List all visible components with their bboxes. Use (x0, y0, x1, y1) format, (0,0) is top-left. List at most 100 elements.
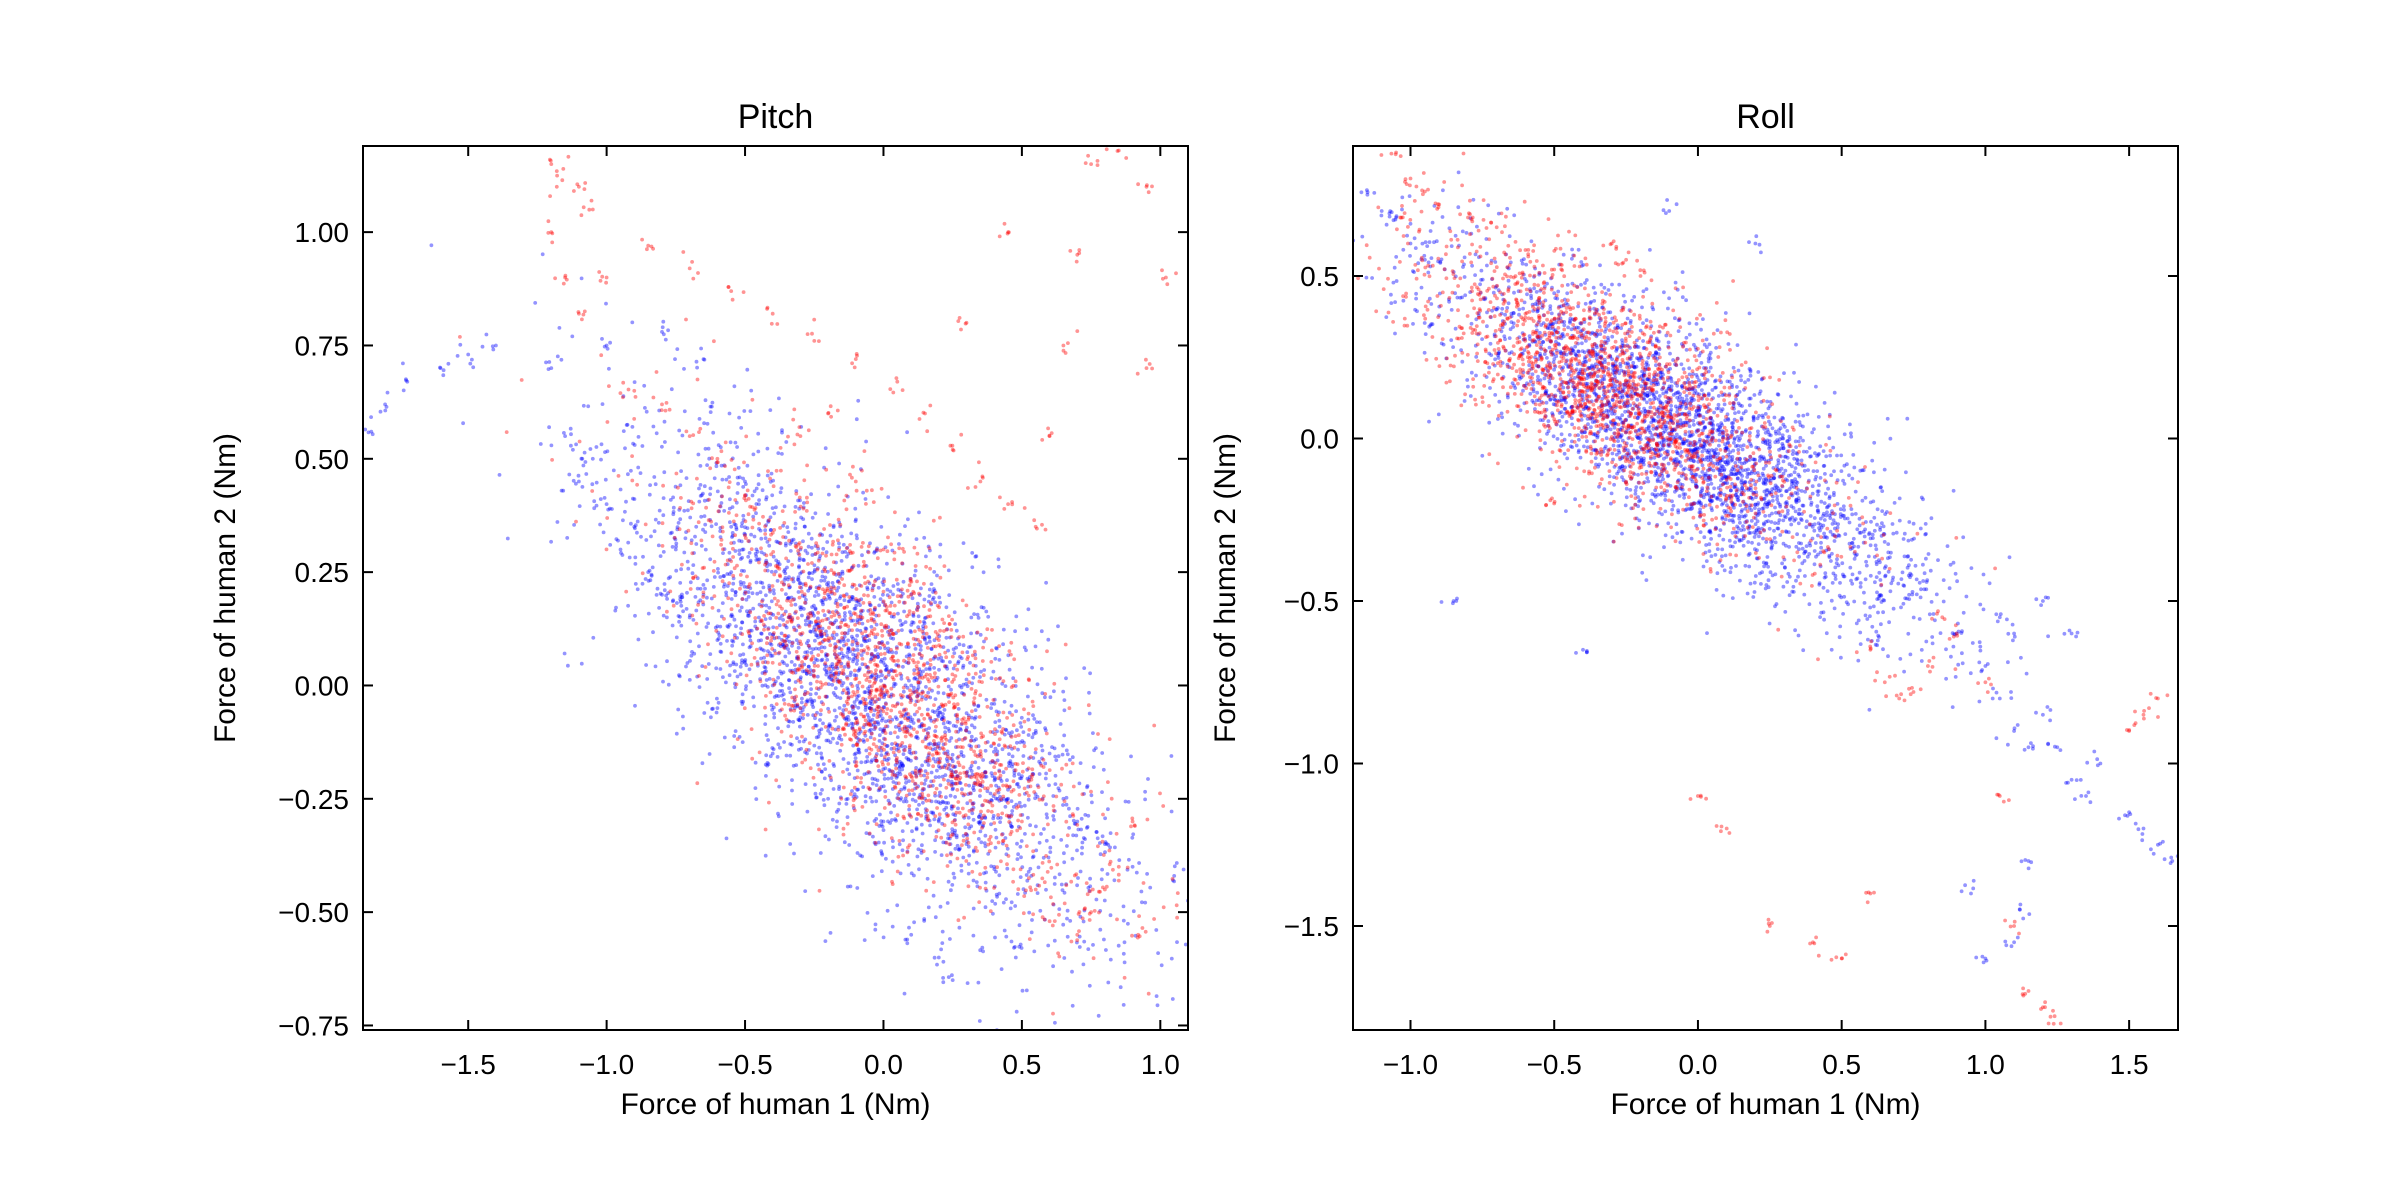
data-point (776, 451, 781, 455)
data-point (882, 651, 887, 656)
data-point (1033, 644, 1038, 649)
data-point (877, 824, 882, 828)
data-point (1020, 813, 1025, 817)
data-point (563, 434, 567, 438)
data-point (764, 753, 769, 758)
data-point (925, 857, 930, 861)
data-point (649, 572, 654, 577)
data-point (1014, 614, 1019, 619)
data-point (908, 654, 912, 658)
data-point (845, 686, 850, 691)
data-point (650, 565, 655, 570)
data-point (1062, 956, 1067, 960)
data-point (905, 694, 910, 699)
data-point (806, 575, 811, 580)
data-point (742, 706, 747, 711)
data-point (918, 768, 922, 773)
data-point (873, 724, 878, 729)
data-point (1121, 904, 1126, 909)
data-point (917, 417, 922, 421)
data-point (978, 783, 982, 787)
data-point (895, 582, 900, 586)
data-point (829, 585, 834, 590)
data-point (787, 719, 792, 724)
data-point (1137, 934, 1142, 939)
data-point (859, 608, 864, 613)
data-point (969, 734, 974, 739)
data-point (992, 697, 997, 702)
data-point (892, 550, 897, 555)
data-point (618, 547, 623, 552)
data-point (1082, 907, 1087, 912)
data-point (949, 736, 954, 740)
data-point (951, 804, 956, 809)
data-point (741, 513, 746, 518)
data-point (951, 647, 956, 652)
data-point (1066, 341, 1070, 345)
data-point (865, 651, 870, 656)
data-point (935, 708, 940, 713)
data-point (957, 780, 962, 785)
data-point (839, 737, 844, 742)
data-point (776, 651, 781, 656)
data-point (661, 550, 666, 554)
data-point (1037, 883, 1042, 888)
data-point (950, 827, 955, 831)
data-point (869, 652, 874, 656)
data-point (602, 344, 607, 349)
data-point (920, 739, 925, 744)
data-point (945, 853, 949, 858)
data-point (1107, 737, 1112, 741)
data-point (819, 599, 824, 603)
data-point (799, 632, 804, 637)
data-point (776, 811, 780, 816)
data-point (976, 837, 981, 841)
data-point (1007, 820, 1012, 824)
data-point (842, 617, 847, 622)
data-point (909, 725, 913, 730)
data-point (1152, 917, 1156, 921)
data-point (740, 620, 745, 625)
data-point (505, 536, 510, 541)
data-point (1057, 788, 1062, 793)
data-point (845, 884, 850, 889)
data-point (862, 772, 867, 777)
data-point (997, 873, 1002, 878)
data-point (758, 528, 763, 533)
data-point (792, 851, 796, 856)
data-point (832, 586, 837, 590)
data-point (946, 778, 950, 783)
data-point (910, 717, 915, 722)
data-point (750, 641, 754, 646)
data-point (994, 892, 999, 897)
data-point (953, 770, 958, 774)
data-point (690, 650, 694, 654)
data-point (810, 553, 815, 557)
data-point (1053, 875, 1057, 880)
data-point (898, 618, 902, 623)
data-point (653, 664, 658, 669)
data-point (887, 633, 892, 637)
data-point (1208, 891, 1212, 895)
data-point (1909, 557, 1913, 562)
data-point (997, 737, 1002, 742)
data-point (769, 471, 774, 476)
data-point (657, 606, 661, 610)
data-point (842, 598, 847, 603)
data-point (989, 660, 994, 664)
data-point (1212, 974, 1216, 978)
data-point (964, 728, 968, 733)
data-point (1004, 897, 1008, 901)
data-point (960, 806, 965, 811)
data-point (961, 765, 966, 770)
data-point (733, 533, 737, 538)
data-point (1039, 832, 1043, 836)
data-point (731, 660, 736, 665)
data-point (942, 564, 947, 568)
data-point (766, 738, 770, 742)
data-point (787, 585, 792, 590)
data-point (767, 586, 772, 591)
data-point (1085, 784, 1090, 788)
data-point (813, 552, 818, 556)
data-point (863, 636, 867, 641)
